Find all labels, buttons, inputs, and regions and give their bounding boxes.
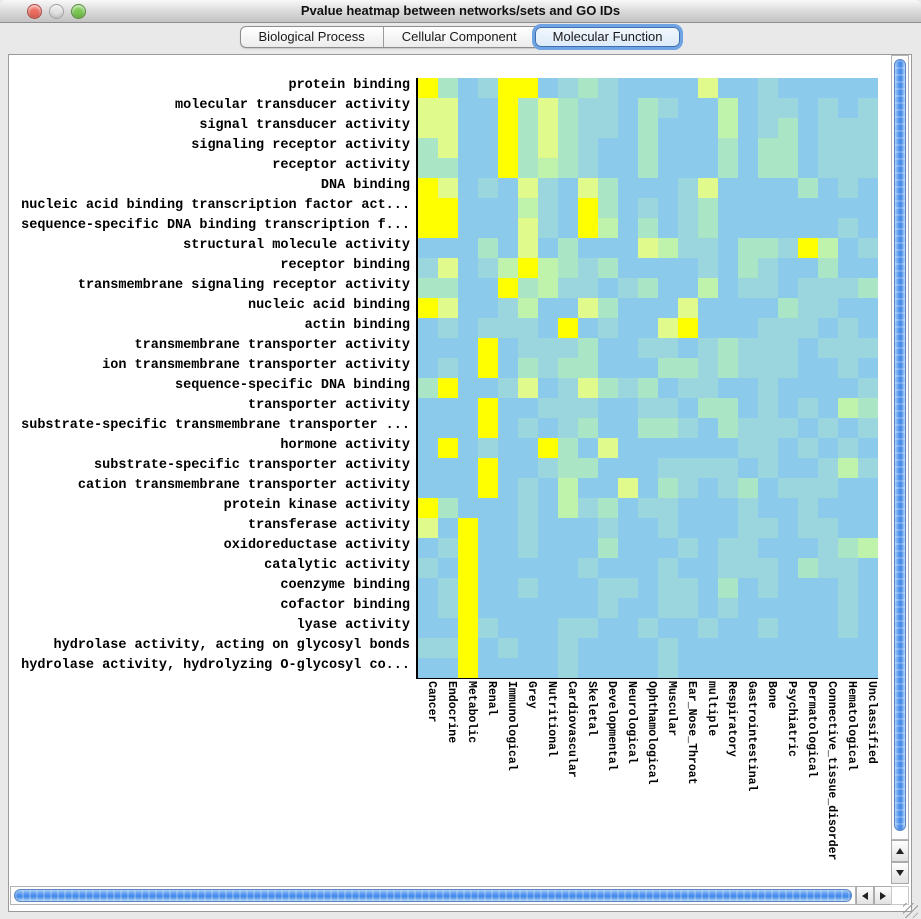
- horizontal-scrollbar-thumb[interactable]: [14, 889, 852, 902]
- scroll-up-button[interactable]: [891, 840, 909, 862]
- titlebar: Pvalue heatmap between networks/sets and…: [0, 0, 921, 23]
- traffic-lights: [27, 4, 86, 19]
- window-title: Pvalue heatmap between networks/sets and…: [300, 3, 621, 18]
- tab-segmented-control: Biological Process Cellular Component Mole…: [239, 26, 682, 48]
- arrow-up-icon: [896, 848, 904, 854]
- scroll-right-button[interactable]: [874, 886, 892, 905]
- close-button[interactable]: [27, 4, 42, 19]
- vertical-scrollbar-thumb[interactable]: [894, 59, 906, 831]
- arrow-left-icon: [862, 891, 868, 900]
- window-resize-grip[interactable]: [903, 903, 918, 918]
- content-panel: [8, 54, 912, 912]
- arrow-down-icon: [896, 870, 904, 876]
- scrollbar-corner: [891, 886, 909, 905]
- arrow-right-icon: [880, 891, 886, 900]
- tab-biological-process[interactable]: Biological Process: [258, 29, 365, 44]
- tab-bar: Biological Process Cellular Component Mole…: [0, 26, 921, 48]
- tab-molecular-function[interactable]: Molecular Function: [534, 27, 681, 47]
- tab-cellular-component[interactable]: Cellular Component: [382, 27, 535, 47]
- zoom-button[interactable]: [71, 4, 86, 19]
- scroll-left-button[interactable]: [856, 886, 874, 905]
- scroll-down-button[interactable]: [891, 862, 909, 884]
- minimize-button[interactable]: [49, 4, 64, 19]
- horizontal-scrollbar[interactable]: [10, 886, 856, 905]
- vertical-scrollbar[interactable]: [891, 55, 909, 840]
